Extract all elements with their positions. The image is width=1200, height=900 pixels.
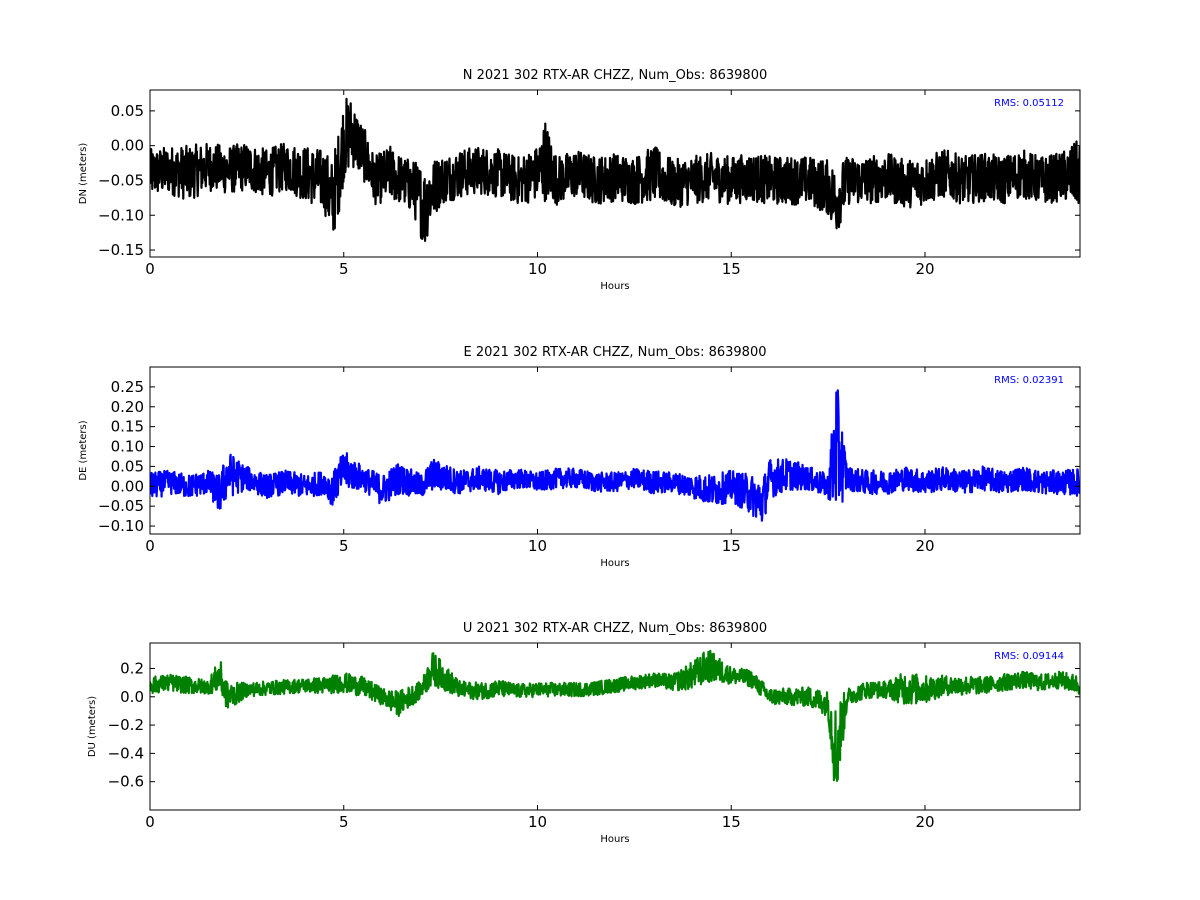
north-ytick-label: −0.15 [98, 241, 144, 259]
north-xtick-label: 5 [339, 260, 349, 278]
north-ytick-label: −0.05 [98, 171, 144, 189]
east-axes-frame [149, 366, 1081, 535]
up-rms-label: RMS: 0.09144 [994, 651, 1064, 662]
east-y-axis-label: DE (meters) [78, 420, 89, 480]
north-y-axis-label: DN (meters) [78, 143, 89, 205]
north-rms-label: RMS: 0.05112 [994, 98, 1064, 109]
east-ytick-label: 0.05 [111, 457, 144, 475]
up-chart-title: U 2021 302 RTX-AR CHZZ, Num_Obs: 8639800 [463, 621, 767, 636]
up-ytick-label: −0.2 [108, 716, 144, 734]
east-ytick-label: −0.05 [98, 497, 144, 515]
east-xtick-label: 10 [528, 537, 547, 555]
east-ytick-label: −0.10 [98, 517, 144, 535]
east-ytick-label: 0.15 [111, 418, 144, 436]
up-ytick-label: 0.2 [120, 659, 144, 677]
north-chart-title: N 2021 302 RTX-AR CHZZ, Num_Obs: 8639800 [463, 68, 768, 83]
east-xtick-label: 5 [339, 537, 349, 555]
north-xtick-label: 10 [528, 260, 547, 278]
up-xtick-label: 15 [722, 813, 741, 831]
east-rms-label: RMS: 0.02391 [994, 375, 1064, 386]
east-ytick-label: 0.00 [111, 477, 144, 495]
up-x-axis-label: Hours [600, 834, 629, 845]
north-ytick-label: 0.00 [111, 137, 144, 155]
up-xtick-label: 0 [145, 813, 155, 831]
east-xtick-label: 15 [722, 537, 741, 555]
up-axes-frame [149, 642, 1081, 811]
north-xtick-label: 20 [915, 260, 934, 278]
north-ytick-label: 0.05 [111, 102, 144, 120]
north-data-line [150, 97, 1080, 242]
north-axes-frame [149, 89, 1081, 258]
east-ytick-label: 0.10 [111, 438, 144, 456]
east-ytick-label: 0.25 [111, 378, 144, 396]
up-ytick-label: 0.0 [120, 688, 144, 706]
east-xtick-label: 20 [915, 537, 934, 555]
north-x-axis-label: Hours [600, 281, 629, 292]
east-x-axis-label: Hours [600, 558, 629, 569]
east-xtick-label: 0 [145, 537, 155, 555]
east-ytick-label: 0.20 [111, 398, 144, 416]
up-data-line [150, 649, 1080, 782]
up-ytick-label: −0.4 [108, 744, 144, 762]
north-xtick-label: 0 [145, 260, 155, 278]
north-ytick-label: −0.10 [98, 206, 144, 224]
north-xtick-label: 15 [722, 260, 741, 278]
up-xtick-label: 10 [528, 813, 547, 831]
east-data-line [150, 389, 1080, 522]
east-chart-title: E 2021 302 RTX-AR CHZZ, Num_Obs: 8639800 [464, 345, 767, 360]
up-xtick-label: 5 [339, 813, 349, 831]
up-y-axis-label: DU (meters) [87, 696, 98, 757]
up-ytick-label: −0.6 [108, 773, 144, 791]
up-xtick-label: 20 [915, 813, 934, 831]
